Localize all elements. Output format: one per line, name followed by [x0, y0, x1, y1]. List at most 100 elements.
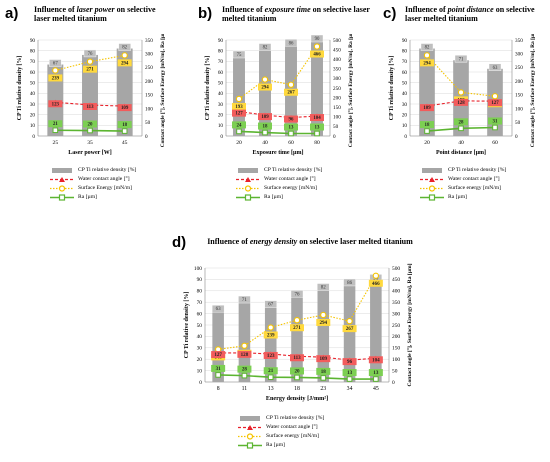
a-density-label: 67	[53, 62, 58, 67]
b-ylabel: CP Ti relative density [%]	[205, 56, 211, 120]
c-ytick-label: 30	[402, 102, 408, 108]
c-density-label-box	[420, 43, 434, 51]
d-ytick-label: 50	[197, 323, 203, 329]
a-xtick-label: 25	[53, 140, 59, 146]
b-water-label: 104	[313, 116, 321, 121]
c-ytick-label: 90	[402, 38, 408, 44]
d-y2tick-label: 250	[392, 323, 400, 329]
panel-a-title-em: laser power	[76, 5, 115, 14]
b-y2tick-label: 500	[333, 38, 341, 44]
d-xtick-label: 23	[320, 386, 326, 392]
c-surface-line	[426, 54, 496, 97]
b-density-label-box	[232, 50, 246, 59]
panel-b-title-pre: Influence of	[222, 5, 265, 14]
b-water-label-box	[310, 114, 324, 122]
d-water-label-box	[290, 354, 304, 362]
d-ra-label-box	[342, 369, 357, 377]
d-y2tick-label: 50	[392, 368, 398, 374]
b-y2tick-label: 250	[333, 86, 341, 92]
a-density-label-box	[118, 43, 131, 51]
c-surface-label: 294	[423, 61, 431, 66]
b-y2tick-label: 300	[333, 76, 341, 82]
a-density-label-box	[49, 59, 62, 67]
d-surface-label: 239	[267, 333, 275, 339]
panel-a-title: Influence of laser power on selective la…	[34, 5, 164, 23]
d-ra-label: 13	[347, 370, 353, 376]
a-y2tick-label: 50	[145, 120, 151, 126]
b-water-label-box	[232, 109, 246, 117]
d-density-label-box	[238, 295, 251, 304]
c-y2tick-label: 100	[515, 106, 523, 112]
a-surface-point	[121, 52, 128, 59]
a-y2tick-label: 350	[145, 38, 153, 44]
b-surface-line	[238, 46, 318, 100]
a-xtick-label: 45	[122, 140, 128, 146]
a-surface-label: 271	[86, 68, 94, 73]
a-density-label: 82	[122, 46, 127, 51]
a-xtick-label: 35	[87, 140, 93, 146]
d-ra-point	[215, 372, 221, 378]
b-density-label-box	[310, 34, 324, 43]
panel-b-title-post: on selective laser melted titanium	[222, 5, 370, 23]
d-surface-point	[320, 311, 327, 319]
c-ra-label-box	[420, 121, 434, 129]
c-density-label: 71	[459, 57, 464, 62]
a-ytick-label: 40	[30, 91, 36, 97]
d-y2tick-label: 300	[392, 311, 400, 317]
d-xtick-label: 34	[347, 386, 353, 392]
b-density-label-box	[284, 39, 298, 47]
d-density-label: 63	[216, 307, 222, 312]
d-density-label: 82	[321, 286, 327, 291]
b-surface-point	[287, 81, 295, 88]
d-water-label-box	[342, 358, 357, 366]
b-ytick-label: 20	[218, 112, 224, 118]
d-water-label: 104	[372, 357, 380, 363]
b-y2tick-label: 150	[333, 105, 341, 111]
b-surface-label-box	[258, 83, 272, 91]
panel-c-title-post: on selective laser melted titanium	[405, 5, 535, 23]
d-water-label-box	[237, 350, 252, 358]
b-ytick-label: 40	[218, 91, 224, 97]
b-xlabel: Exposure time [µm]	[252, 150, 303, 156]
b-y2tick-label: 0	[333, 134, 336, 140]
b-ra-label: 24	[237, 123, 242, 128]
a-surface-label: 239	[52, 76, 60, 81]
c-ytick-label: 50	[402, 80, 408, 86]
a-surface-point	[52, 67, 59, 74]
d-density-label-box	[264, 300, 277, 308]
b-water-line	[238, 111, 318, 119]
c-density-label-box	[454, 55, 468, 63]
d-ra-point	[346, 376, 353, 382]
b-ra-label-box	[310, 123, 324, 131]
a-water-label-box	[117, 104, 132, 112]
c-density-label: 63	[493, 66, 498, 71]
d-ra-label: 18	[321, 369, 327, 375]
c-ra-point	[458, 125, 464, 132]
c-xlabel: Point distance [µm]	[436, 150, 486, 156]
d-surface-label: 294	[319, 320, 327, 326]
c-density-label: 82	[425, 46, 430, 51]
a-density-label: 76	[88, 52, 93, 57]
a-water-line	[55, 101, 125, 107]
d-surface-label-box	[342, 325, 357, 333]
c-water-label: 127	[491, 101, 499, 106]
panel-b-title-em: exposure time	[264, 5, 311, 14]
a-y2tick-label: 150	[145, 93, 153, 99]
a-surface-label: 294	[121, 61, 129, 66]
panel-c-letter: c)	[383, 5, 397, 22]
c-ylabel: CP Ti relative density [%]	[389, 56, 395, 120]
d-y2tick-label: 200	[392, 334, 400, 340]
b-ytick-label: 30	[218, 102, 224, 108]
b-ra-point	[262, 129, 268, 136]
d-y2tick-label: 400	[392, 289, 400, 295]
b-y2tick-label: 100	[333, 115, 341, 121]
d-y2tick-label: 0	[392, 380, 395, 386]
d-density-label: 67	[268, 303, 274, 308]
d-ytick-label: 90	[197, 277, 203, 283]
c-y2tick-label: 300	[515, 52, 523, 58]
d-ra-point	[320, 375, 327, 381]
panel-d-title-pre: Influence of	[207, 237, 250, 246]
a-ytick-label: 90	[30, 38, 36, 44]
d-water-label: 127	[214, 352, 222, 358]
d-ra-label-box	[263, 367, 278, 375]
